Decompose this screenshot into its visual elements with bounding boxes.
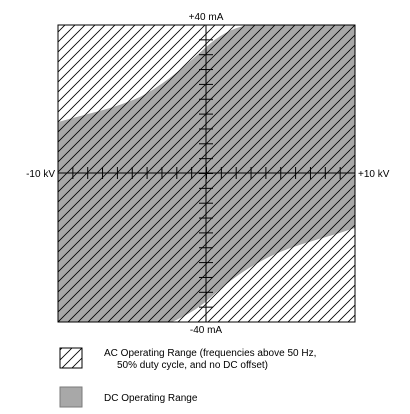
legend-ac-label-line1: AC Operating Range (frequencies above 50… — [104, 348, 316, 359]
y-axis-min-label: -40 mA — [190, 325, 223, 336]
legend-item-ac: AC Operating Range (frequencies above 50… — [59, 347, 316, 371]
axes — [57, 24, 356, 323]
x-axis-max-label: +10 kV — [358, 169, 390, 180]
legend: AC Operating Range (frequencies above 50… — [59, 347, 316, 408]
legend-ac-label-line2: 50% duty cycle, and no DC offset) — [117, 360, 268, 371]
legend-item-dc: DC Operating Range — [59, 386, 198, 408]
y-axis-max-label: +40 mA — [189, 12, 224, 23]
x-axis-min-label: -10 kV — [26, 169, 55, 180]
legend-swatch-dc — [59, 386, 83, 408]
legend-dc-label: DC Operating Range — [104, 393, 198, 404]
x-axis-ticks — [57, 167, 356, 179]
y-axis-ticks — [199, 24, 213, 323]
